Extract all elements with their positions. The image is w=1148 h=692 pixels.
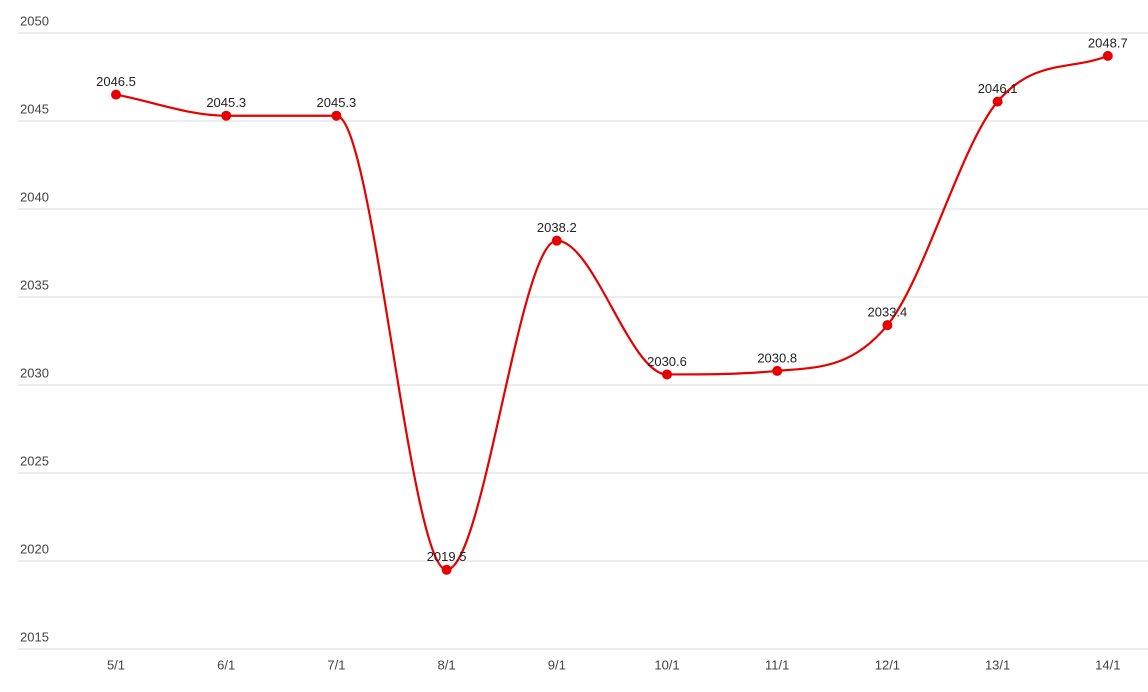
- point: [882, 320, 893, 331]
- data-label: 2038.2: [537, 220, 577, 235]
- x-tick-label: 8/1: [438, 657, 456, 672]
- data-label: 2045.3: [206, 95, 246, 110]
- y-tick-label: 2030: [20, 365, 49, 380]
- y-tick-label: 2025: [20, 453, 49, 468]
- x-tick-label: 9/1: [548, 657, 566, 672]
- data-label: 2033.4: [868, 305, 908, 320]
- data-label: 2048.7: [1088, 35, 1128, 50]
- data-label: 2019.5: [427, 549, 467, 564]
- line: [115, 54, 1109, 571]
- x-tick-label: 11/1: [765, 657, 789, 672]
- x-tick-label: 10/1: [654, 657, 679, 672]
- y-tick-label: 2035: [20, 277, 49, 292]
- point: [221, 110, 232, 121]
- data-label: 2045.3: [317, 95, 357, 110]
- point: [441, 564, 452, 575]
- data-label: 2046.5: [96, 74, 136, 89]
- point: [331, 110, 342, 121]
- data-label: 2046.1: [978, 81, 1018, 96]
- point: [772, 365, 783, 376]
- x-tick-label: 5/1: [107, 657, 125, 672]
- y-tick-label: 2050: [20, 13, 49, 28]
- data-label: 2030.6: [647, 354, 687, 369]
- point: [1102, 50, 1113, 61]
- y-tick-label: 2015: [20, 629, 49, 644]
- x-tick-label: 14/1: [1095, 657, 1120, 672]
- data-label: 2030.8: [757, 350, 797, 365]
- point: [551, 235, 562, 246]
- point: [111, 89, 121, 100]
- x-tick-label: 12/1: [875, 657, 900, 672]
- y-tick-label: 2045: [20, 101, 49, 116]
- x-tick-label: 13/1: [985, 657, 1010, 672]
- y-tick-label: 2020: [20, 541, 49, 556]
- point: [992, 96, 1003, 107]
- point: [662, 369, 672, 380]
- y-tick-label: 2040: [20, 189, 49, 204]
- x-tick-label: 7/1: [327, 657, 345, 672]
- x-tick-label: 6/1: [217, 657, 235, 672]
